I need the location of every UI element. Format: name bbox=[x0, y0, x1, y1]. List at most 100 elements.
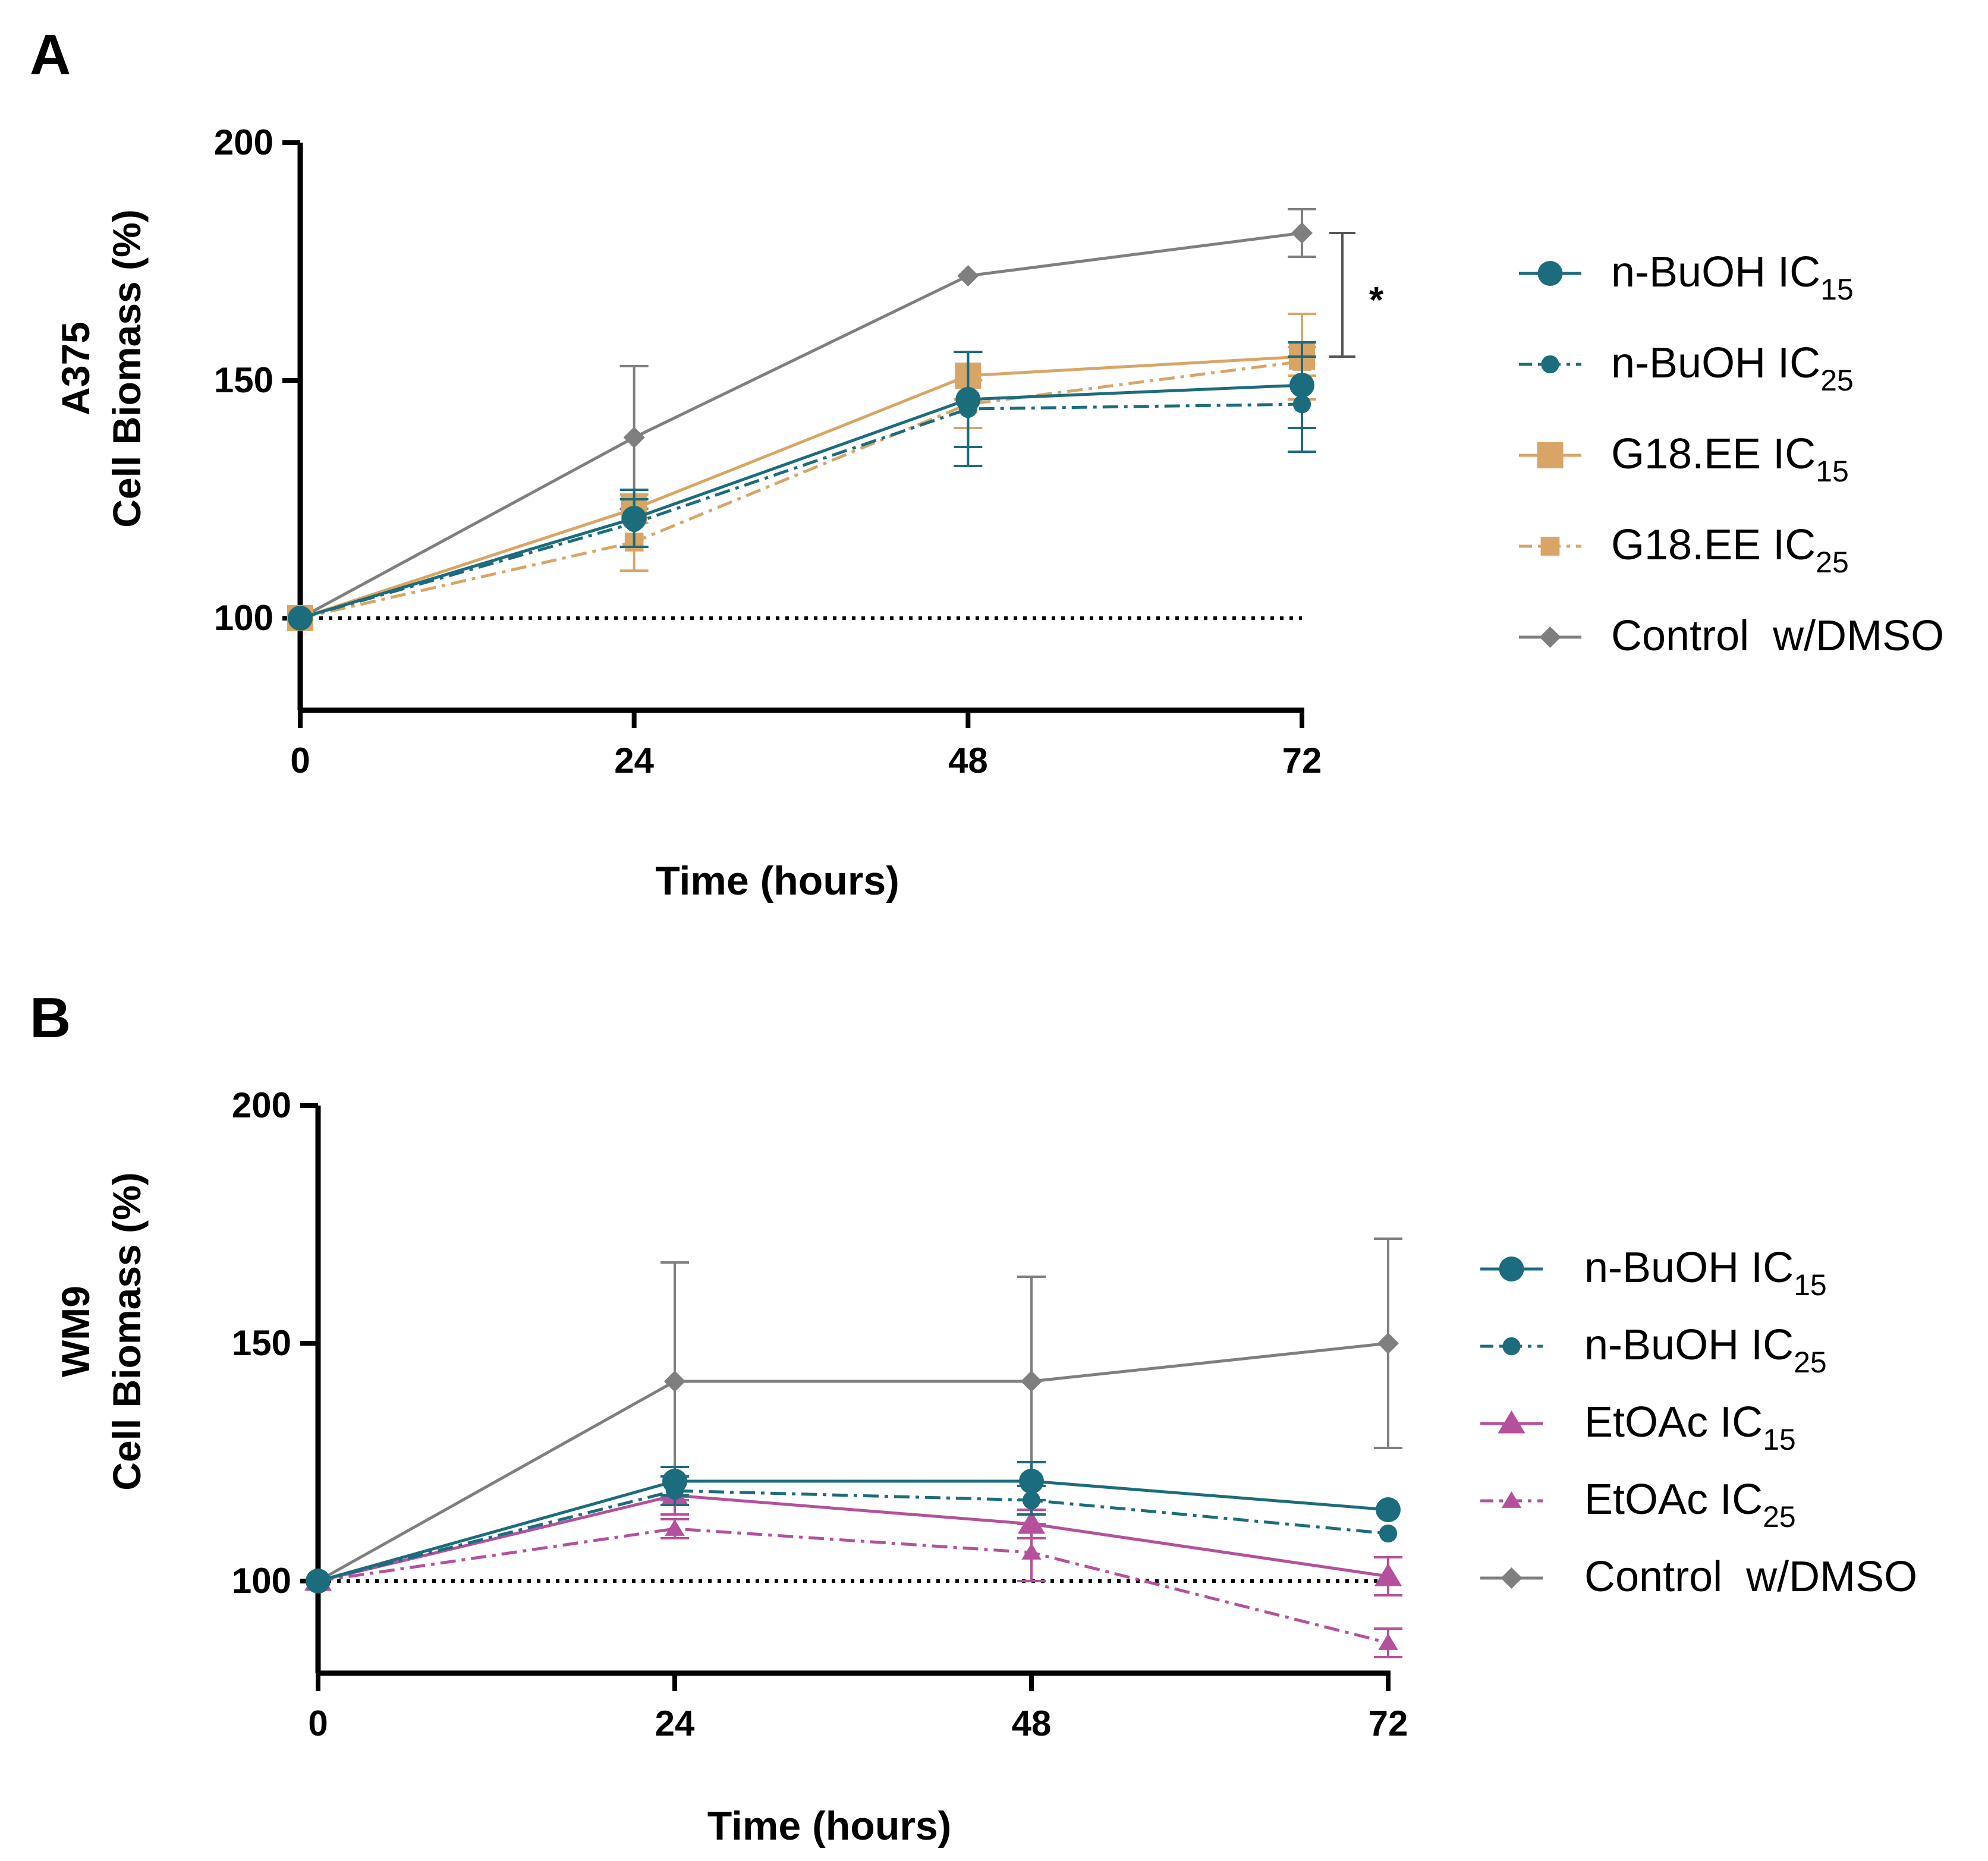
data-point bbox=[306, 1569, 331, 1594]
panel-label: A bbox=[30, 23, 71, 87]
legend-marker bbox=[1501, 1491, 1522, 1508]
legend-label-subscript: 25 bbox=[1820, 364, 1854, 397]
legend-label-name: EtOAc IC bbox=[1584, 1476, 1763, 1523]
legend-label-subscript: 15 bbox=[1794, 1268, 1827, 1302]
legend-label-subscript: 15 bbox=[1816, 455, 1849, 488]
y-tick-label: 100 bbox=[214, 598, 273, 638]
legend-label-name: EtOAc IC bbox=[1584, 1399, 1763, 1446]
series-line bbox=[300, 360, 1303, 620]
series-4 bbox=[290, 208, 1316, 629]
series-3 bbox=[291, 346, 1316, 628]
significance-marker: * bbox=[1369, 280, 1384, 321]
data-point bbox=[621, 506, 647, 531]
legend-label-subscript: 15 bbox=[1763, 1423, 1796, 1456]
x-tick-label: 72 bbox=[1369, 1703, 1408, 1743]
legend-label-subscript: 25 bbox=[1763, 1500, 1796, 1533]
y-axis-label: Cell Biomass (%) bbox=[105, 1172, 149, 1490]
x-tick-label: 0 bbox=[308, 1703, 328, 1743]
legend-label-name: n-BuOH IC bbox=[1584, 1244, 1794, 1292]
data-point bbox=[1379, 1524, 1398, 1543]
series-0 bbox=[306, 1461, 1401, 1594]
cell-line-label: WM9 bbox=[54, 1286, 97, 1377]
data-point bbox=[665, 1519, 685, 1536]
y-axis-label: Cell Biomass (%) bbox=[105, 209, 149, 527]
series-line bbox=[300, 383, 1303, 620]
legend-marker bbox=[1499, 1257, 1524, 1281]
x-tick-label: 24 bbox=[614, 741, 654, 780]
legend-label: G18.EE IC15 bbox=[1611, 430, 1849, 488]
legend-label-name: G18.EE IC bbox=[1611, 430, 1816, 478]
data-point bbox=[288, 606, 313, 631]
legend-label: EtOAc IC25 bbox=[1584, 1476, 1796, 1533]
legend-label: n-BuOH IC15 bbox=[1611, 248, 1854, 306]
x-axis-title: Time (hours) bbox=[707, 1803, 952, 1849]
series-3 bbox=[308, 1518, 1402, 1658]
legend-marker bbox=[1501, 1567, 1523, 1589]
legend-label-name: Control w/DMSO bbox=[1584, 1553, 1917, 1601]
legend-label-subscript: 25 bbox=[1816, 546, 1849, 579]
data-point bbox=[1017, 1511, 1046, 1534]
data-point bbox=[1019, 1469, 1044, 1494]
legend-label: EtOAc IC15 bbox=[1584, 1399, 1796, 1456]
legend-label: G18.EE IC25 bbox=[1611, 521, 1849, 579]
data-point bbox=[623, 427, 645, 448]
series-line bbox=[317, 1342, 1389, 1583]
legend-label: Control w/DMSO bbox=[1611, 612, 1944, 660]
data-point bbox=[1377, 1333, 1399, 1354]
data-point bbox=[1021, 1371, 1042, 1392]
legend-label-name: Control w/DMSO bbox=[1611, 612, 1944, 660]
series-0 bbox=[288, 341, 1316, 631]
series-line bbox=[317, 1494, 1389, 1583]
y-axis-title: WM9 Cell Biomass (%) bbox=[54, 1172, 149, 1490]
data-point bbox=[955, 387, 981, 412]
data-point bbox=[664, 1371, 685, 1392]
legend-label-name: n-BuOH IC bbox=[1611, 339, 1820, 387]
y-tick-label: 150 bbox=[214, 360, 273, 400]
series-line bbox=[300, 355, 1303, 620]
data-point bbox=[662, 1469, 687, 1494]
series-line bbox=[317, 1479, 1389, 1583]
x-tick-label: 72 bbox=[1282, 741, 1322, 780]
data-point bbox=[1374, 1563, 1402, 1586]
x-tick-label: 48 bbox=[1012, 1703, 1052, 1743]
legend-marker bbox=[1502, 1337, 1521, 1356]
series-line bbox=[317, 1527, 1389, 1645]
data-point bbox=[1291, 222, 1313, 244]
data-point bbox=[1289, 373, 1314, 398]
series-2 bbox=[304, 1475, 1402, 1597]
legend-label: n-BuOH IC15 bbox=[1584, 1244, 1827, 1302]
legend-marker bbox=[1498, 1410, 1525, 1434]
y-tick-label: 200 bbox=[232, 1085, 291, 1125]
y-axis-title: A375 Cell Biomass (%) bbox=[54, 209, 149, 527]
y-tick-label: 200 bbox=[214, 122, 273, 162]
x-tick-label: 24 bbox=[655, 1703, 695, 1743]
legend-label: Control w/DMSO bbox=[1584, 1553, 1917, 1601]
cell-line-label: A375 bbox=[54, 322, 97, 415]
data-point bbox=[1376, 1497, 1401, 1522]
legend-label-name: G18.EE IC bbox=[1611, 521, 1816, 569]
data-point bbox=[1378, 1633, 1398, 1650]
series-line bbox=[300, 402, 1303, 620]
panel-label: B bbox=[30, 986, 71, 1050]
legend-label-name: n-BuOH IC bbox=[1584, 1321, 1794, 1369]
legend-marker bbox=[1541, 355, 1559, 374]
series-line bbox=[299, 231, 1303, 620]
legend-label: n-BuOH IC25 bbox=[1584, 1321, 1827, 1379]
legend-label-name: n-BuOH IC bbox=[1611, 248, 1820, 296]
y-tick-label: 100 bbox=[232, 1561, 291, 1601]
legend-label: n-BuOH IC25 bbox=[1611, 339, 1854, 397]
y-tick-label: 150 bbox=[232, 1323, 291, 1363]
x-tick-label: 48 bbox=[948, 741, 988, 780]
series-line bbox=[317, 1489, 1389, 1583]
legend-marker bbox=[1537, 261, 1563, 286]
data-point bbox=[1021, 1543, 1042, 1560]
legend-marker bbox=[1539, 626, 1561, 648]
legend-label-subscript: 25 bbox=[1794, 1346, 1827, 1379]
x-axis-title: Time (hours) bbox=[655, 858, 899, 903]
series-2 bbox=[287, 313, 1316, 631]
x-tick-label: 0 bbox=[290, 741, 310, 780]
legend-marker bbox=[1540, 537, 1560, 556]
